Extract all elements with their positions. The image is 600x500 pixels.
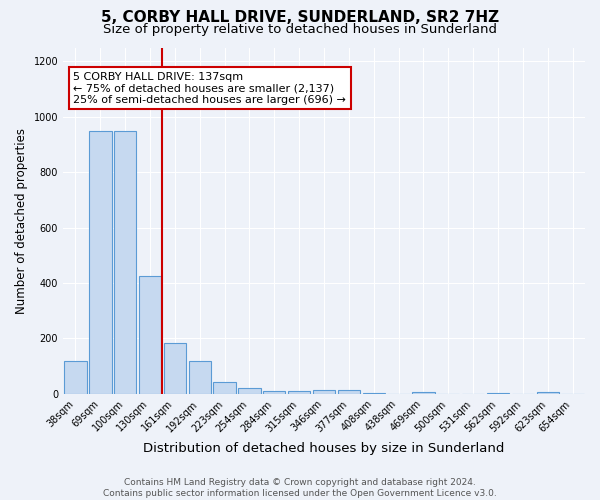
Bar [214, 382, 236, 394]
Bar [536, 392, 559, 394]
X-axis label: Distribution of detached houses by size in Sunderland: Distribution of detached houses by size … [143, 442, 505, 455]
Bar [487, 392, 509, 394]
Y-axis label: Number of detached properties: Number of detached properties [15, 128, 28, 314]
Bar [338, 390, 360, 394]
Text: 5 CORBY HALL DRIVE: 137sqm
← 75% of detached houses are smaller (2,137)
25% of s: 5 CORBY HALL DRIVE: 137sqm ← 75% of deta… [73, 72, 346, 105]
Bar [412, 392, 434, 394]
Bar [288, 391, 310, 394]
Text: Size of property relative to detached houses in Sunderland: Size of property relative to detached ho… [103, 22, 497, 36]
Bar [164, 342, 186, 394]
Bar [188, 360, 211, 394]
Bar [313, 390, 335, 394]
Bar [89, 130, 112, 394]
Text: Contains HM Land Registry data © Crown copyright and database right 2024.
Contai: Contains HM Land Registry data © Crown c… [103, 478, 497, 498]
Bar [362, 392, 385, 394]
Bar [114, 130, 136, 394]
Bar [139, 276, 161, 394]
Bar [238, 388, 260, 394]
Bar [263, 391, 286, 394]
Text: 5, CORBY HALL DRIVE, SUNDERLAND, SR2 7HZ: 5, CORBY HALL DRIVE, SUNDERLAND, SR2 7HZ [101, 10, 499, 25]
Bar [64, 360, 86, 394]
